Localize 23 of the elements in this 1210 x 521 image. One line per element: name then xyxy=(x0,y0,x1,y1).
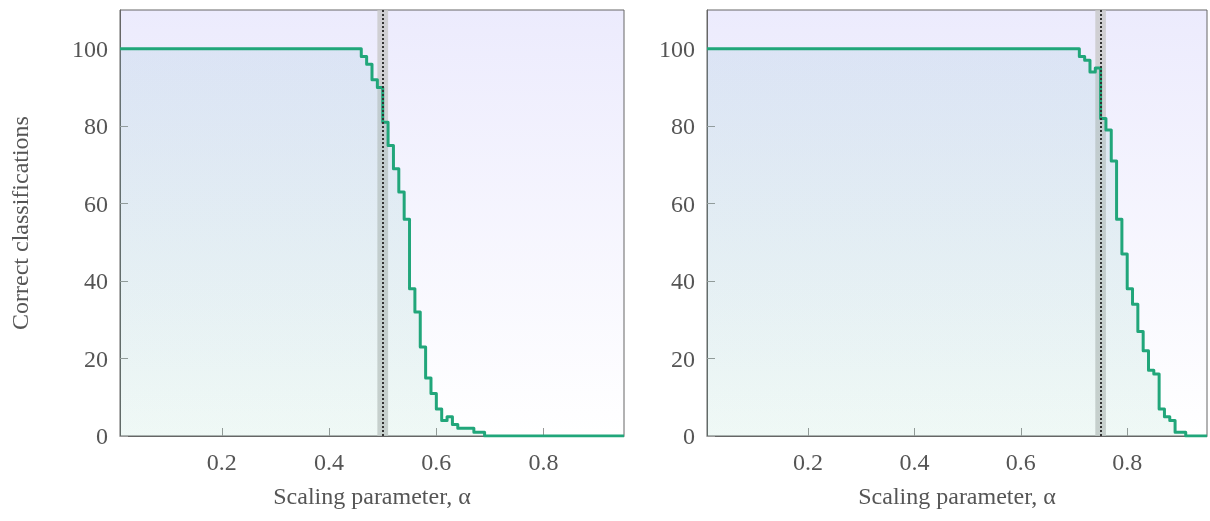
x-tick-label: 0.4 xyxy=(899,449,930,475)
y-tick-label: 100 xyxy=(659,35,695,62)
y-tick-label: 40 xyxy=(84,268,108,295)
y-tick-label: 40 xyxy=(671,268,695,295)
x-tick-label: 0.8 xyxy=(528,449,559,475)
y-tick-label: 0 xyxy=(96,423,108,449)
y-tick-label: 100 xyxy=(72,35,108,62)
y-tick-label: 60 xyxy=(84,190,108,217)
x-axis-title: Scaling parameter, α xyxy=(273,483,472,509)
y-tick-label: 80 xyxy=(84,113,108,140)
x-tick-label: 0.2 xyxy=(793,449,824,475)
x-tick-label: 0.4 xyxy=(314,449,345,475)
y-tick-label: 80 xyxy=(671,113,695,140)
x-tick-label: 0.8 xyxy=(1112,449,1143,475)
y-tick-label: 20 xyxy=(84,345,108,372)
y-tick-label: 0 xyxy=(683,423,695,449)
x-tick-label: 0.2 xyxy=(206,449,237,475)
y-tick-label: 60 xyxy=(671,190,695,217)
x-tick-label: 0.6 xyxy=(1005,449,1036,475)
x-axis-title: Scaling parameter, α xyxy=(858,483,1057,509)
y-tick-label: 20 xyxy=(671,345,695,372)
y-axis-title: Correct classifications xyxy=(7,116,33,330)
x-tick-label: 0.6 xyxy=(421,449,452,475)
